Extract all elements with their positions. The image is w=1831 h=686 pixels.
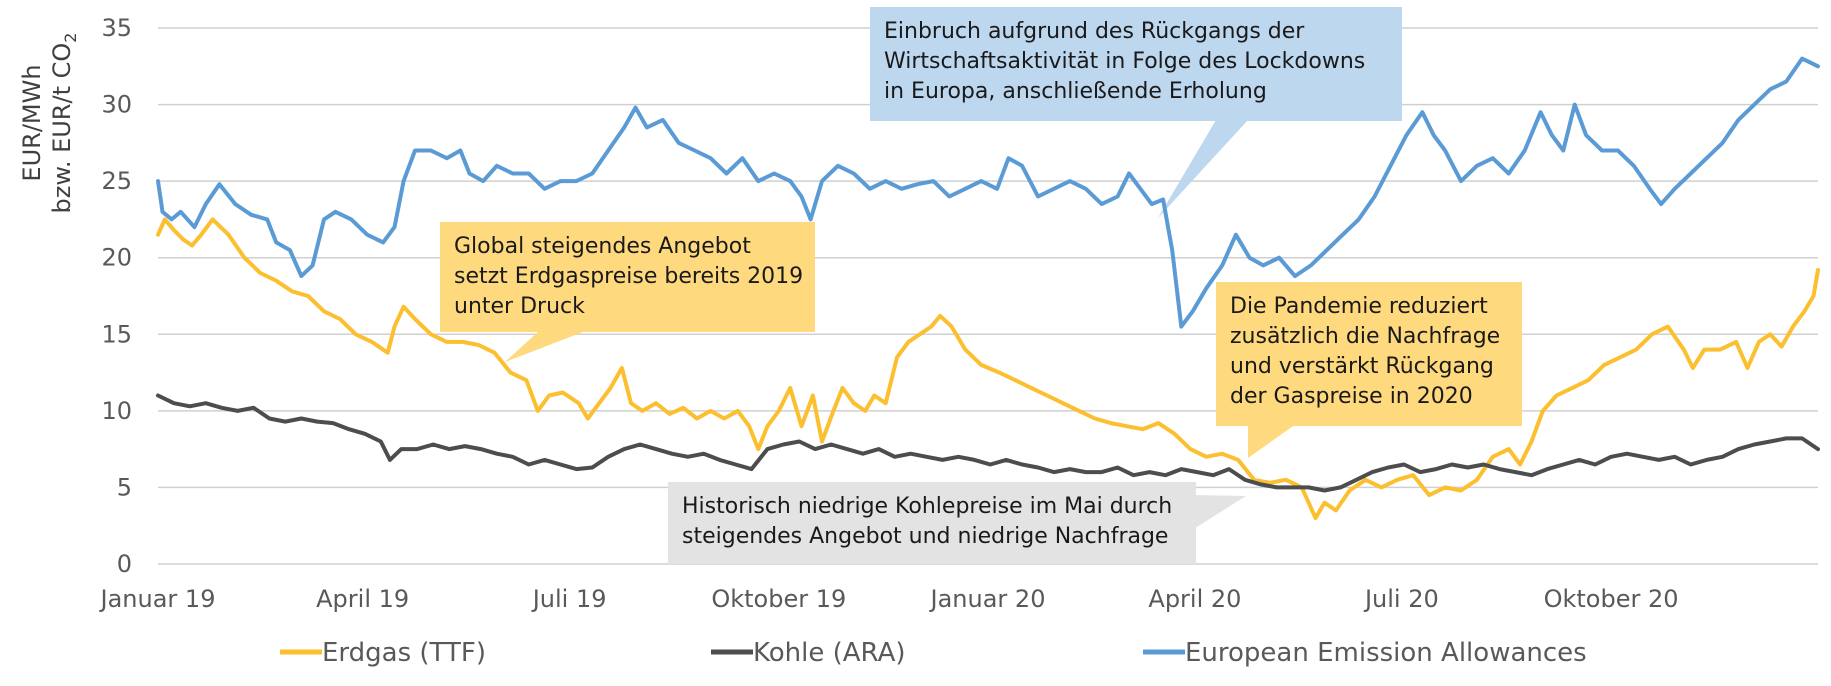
- y-tick-label: 0: [117, 550, 132, 578]
- y-tick-label: 5: [117, 473, 132, 501]
- callout-tail: [1158, 120, 1248, 218]
- y-axis-ticks: 0 5 10 15 20 25 30 35: [101, 14, 132, 578]
- legend-label: European Emission Allowances: [1185, 638, 1587, 668]
- y-tick-label: 25: [101, 167, 132, 195]
- annotation-text-line: der Gaspreise in 2020: [1230, 384, 1473, 409]
- annotation-text-line: zusätzlich die Nachfrage: [1230, 324, 1501, 349]
- x-axis-ticks: Januar 19 April 19 Juli 19 Oktober 19 Januar…: [99, 585, 1679, 613]
- callout-tail: [1248, 424, 1296, 458]
- series-line-2: [156, 56, 1820, 329]
- y-tick-label: 10: [101, 397, 132, 425]
- y-axis-label-line2: bzw. EUR/t CO2: [48, 33, 80, 214]
- legend-label: Erdgas (TTF): [322, 638, 486, 668]
- annotation-gas-2020-callout: Die Pandemie reduziert zusätzlich die Nac…: [1216, 282, 1522, 426]
- y-tick-label: 15: [101, 320, 132, 348]
- annotation-text-line: unter Druck: [454, 294, 585, 319]
- series-line-0: [156, 217, 1820, 521]
- annotation-text-line: Wirtschaftsaktivität in Folge des Lockdo…: [884, 49, 1366, 74]
- legend: Erdgas (TTF) Kohle (ARA) European Emission…: [280, 638, 1587, 668]
- y-tick-label: 30: [101, 91, 132, 119]
- annotation-text-line: in Europa, anschließende Erholung: [884, 79, 1267, 104]
- x-tick-label: Oktober 19: [711, 585, 846, 613]
- annotation-text-line: Die Pandemie reduziert: [1230, 294, 1488, 319]
- x-tick-label: Juli 20: [1363, 585, 1439, 613]
- annotation-gas-2019-callout: Global steigendes Angebot setzt Erdgaspre…: [440, 222, 815, 332]
- legend-label: Kohle (ARA): [753, 638, 906, 668]
- annotation-ets-callout: Einbruch aufgrund des Rückgangs der Wirts…: [870, 7, 1402, 121]
- x-tick-label: Juli 19: [531, 585, 607, 613]
- y-tick-label: 20: [101, 244, 132, 272]
- annotation-text-line: und verstärkt Rückgang: [1230, 354, 1494, 379]
- y-tick-label: 35: [101, 14, 132, 42]
- x-tick-label: April 20: [1148, 585, 1241, 613]
- x-tick-label: Januar 20: [929, 585, 1046, 613]
- annotation-text-line: Einbruch aufgrund des Rückgangs der: [884, 19, 1305, 44]
- annotation-text-line: Global steigendes Angebot: [454, 234, 751, 259]
- y-axis-label: EUR/MWh bzw. EUR/t CO2: [18, 33, 80, 214]
- x-tick-label: Oktober 20: [1544, 585, 1679, 613]
- callout-tail: [505, 330, 588, 362]
- y-axis-label-line1: EUR/MWh: [18, 64, 46, 181]
- annotation-coal-callout: Historisch niedrige Kohlepreise im Mai d…: [668, 482, 1196, 564]
- annotation-text-line: steigendes Angebot und niedrige Nachfrag…: [682, 524, 1169, 549]
- annotation-text-line: Historisch niedrige Kohlepreise im Mai d…: [682, 494, 1173, 519]
- callout-tails: [505, 120, 1296, 530]
- callout-tail: [1192, 495, 1246, 530]
- annotation-text-line: setzt Erdgaspreise bereits 2019: [454, 264, 804, 289]
- x-tick-label: Januar 19: [99, 585, 216, 613]
- x-tick-label: April 19: [316, 585, 409, 613]
- series-line-1: [156, 393, 1820, 493]
- series-lines: [156, 56, 1820, 521]
